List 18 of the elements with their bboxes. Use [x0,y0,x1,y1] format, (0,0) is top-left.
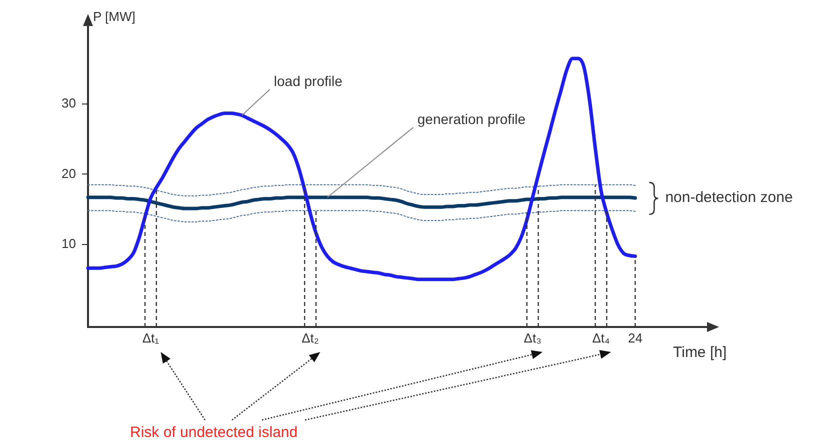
x-tick-label: 24 [628,330,642,346]
line-series [88,184,636,196]
x-axis-title: Time [h] [673,344,727,361]
text: Risk of undetected island [130,424,298,441]
line-series [86,56,637,282]
line-series [88,210,636,222]
x-tick-label: Δt₁ [142,330,160,346]
x-tick-label: Δt₂ [302,330,319,346]
text: generation profile [417,111,527,128]
text: load profile [274,73,342,90]
y-tick-label: 10 [62,236,76,251]
annotation: non-detection zone [665,189,793,206]
y-axis-title: P [MW] [93,8,136,25]
line-series [86,196,637,210]
x-tick-label: Δt₃ [524,330,542,346]
y-tick-label: 30 [62,96,76,111]
y-tick-label: 20 [62,166,76,181]
x-tick-label: Δt₄ [592,330,610,346]
